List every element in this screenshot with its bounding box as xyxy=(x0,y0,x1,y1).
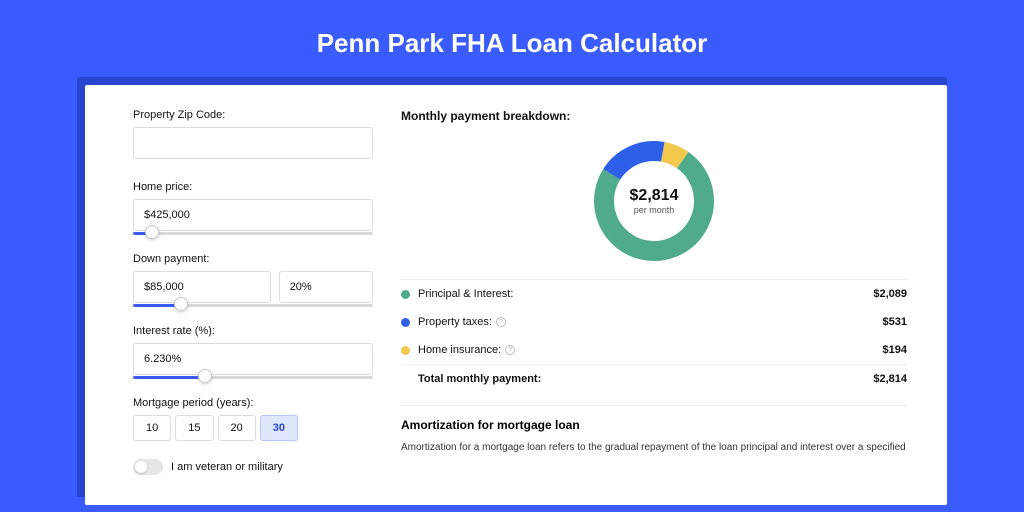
legend-total-label: Total monthly payment: xyxy=(418,373,873,385)
info-icon[interactable]: ? xyxy=(496,317,506,327)
veteran-toggle[interactable] xyxy=(133,459,163,475)
down-field: Down payment: xyxy=(133,253,373,311)
rate-label: Interest rate (%): xyxy=(133,325,373,337)
legend-label: Property taxes:? xyxy=(418,316,883,328)
legend-row: Principal & Interest:$2,089 xyxy=(401,280,907,308)
donut-sub: per month xyxy=(634,205,675,215)
down-percent-input[interactable] xyxy=(279,271,373,303)
zip-field: Property Zip Code: xyxy=(133,109,373,159)
rate-field: Interest rate (%): xyxy=(133,325,373,383)
down-slider[interactable] xyxy=(133,301,373,311)
legend-row: Home insurance:?$194 xyxy=(401,336,907,364)
legend-dot-icon xyxy=(401,290,410,299)
veteran-row: I am veteran or military xyxy=(133,459,373,475)
legend-label: Home insurance:? xyxy=(418,344,883,356)
period-option-10[interactable]: 10 xyxy=(133,415,171,441)
page-title: Penn Park FHA Loan Calculator xyxy=(0,0,1024,77)
amortization-title: Amortization for mortgage loan xyxy=(401,418,907,432)
legend-value: $194 xyxy=(883,344,907,356)
veteran-label: I am veteran or military xyxy=(171,461,283,473)
legend-total-value: $2,814 xyxy=(873,373,907,385)
price-label: Home price: xyxy=(133,181,373,193)
calculator-card: Property Zip Code: Home price: Down paym… xyxy=(85,85,947,505)
period-option-15[interactable]: 15 xyxy=(175,415,213,441)
rate-slider[interactable] xyxy=(133,373,373,383)
period-option-20[interactable]: 20 xyxy=(218,415,256,441)
down-amount-input[interactable] xyxy=(133,271,271,303)
rate-input[interactable] xyxy=(133,343,373,375)
period-label: Mortgage period (years): xyxy=(133,397,373,409)
zip-input[interactable] xyxy=(133,127,373,159)
legend-value: $2,089 xyxy=(873,288,907,300)
donut-chart: $2,814 per month xyxy=(590,137,718,265)
zip-label: Property Zip Code: xyxy=(133,109,373,121)
breakdown-title: Monthly payment breakdown: xyxy=(401,109,907,123)
price-input[interactable] xyxy=(133,199,373,231)
legend-row: Property taxes:?$531 xyxy=(401,308,907,336)
period-field: Mortgage period (years): 10152030 xyxy=(133,397,373,441)
legend: Principal & Interest:$2,089Property taxe… xyxy=(401,279,907,393)
legend-total-row: Total monthly payment:$2,814 xyxy=(401,364,907,393)
info-icon[interactable]: ? xyxy=(505,345,515,355)
donut-wrap: $2,814 per month xyxy=(401,133,907,279)
price-slider[interactable] xyxy=(133,229,373,239)
period-options: 10152030 xyxy=(133,415,373,441)
donut-amount: $2,814 xyxy=(630,187,679,205)
legend-dot-icon xyxy=(401,346,410,355)
period-option-30[interactable]: 30 xyxy=(260,415,298,441)
price-field: Home price: xyxy=(133,181,373,239)
legend-label: Principal & Interest: xyxy=(418,288,873,300)
amortization-text: Amortization for a mortgage loan refers … xyxy=(401,440,907,455)
breakdown-column: Monthly payment breakdown: $2,814 per mo… xyxy=(401,109,907,505)
card-shadow: Property Zip Code: Home price: Down paym… xyxy=(77,77,947,497)
amortization-section: Amortization for mortgage loan Amortizat… xyxy=(401,405,907,455)
form-column: Property Zip Code: Home price: Down paym… xyxy=(133,109,373,505)
legend-value: $531 xyxy=(883,316,907,328)
down-label: Down payment: xyxy=(133,253,373,265)
legend-dot-icon xyxy=(401,318,410,327)
